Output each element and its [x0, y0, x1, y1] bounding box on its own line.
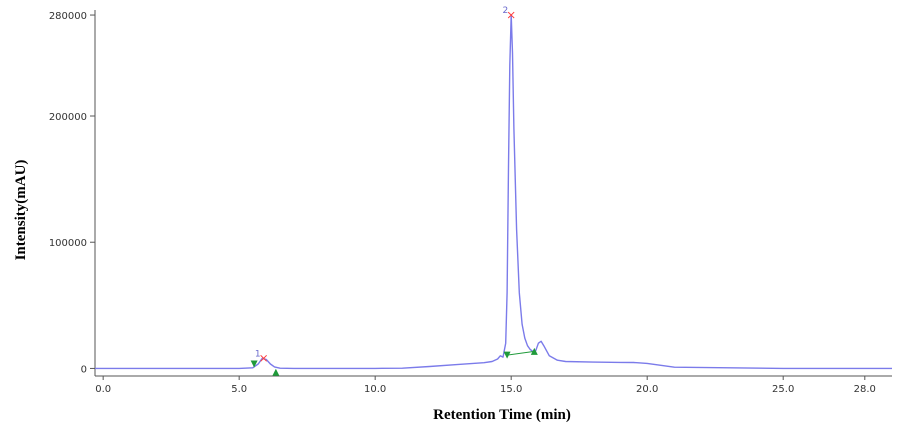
- peak-apex-mark: [507, 11, 515, 19]
- x-tick-label: 5.0: [231, 384, 247, 395]
- trace-layer: [95, 14, 892, 370]
- x-tick-label: 20.0: [636, 384, 658, 395]
- peak-start-marker: [503, 351, 511, 359]
- peak-end-marker: [272, 368, 280, 376]
- peak-baseline: [507, 350, 535, 356]
- x-axis-title: Retention Time (min): [433, 407, 571, 423]
- axes: 0.0 5.0 10.0 15.0 20.0 25.0 28.0 0 100000 200000 2…: [49, 10, 892, 395]
- peak-number-label: 2: [502, 6, 508, 16]
- y-tick-label: 280000: [49, 11, 87, 22]
- peak-start-marker: [250, 360, 258, 368]
- y-tick-label: 100000: [49, 238, 87, 249]
- peak-apex-mark: [260, 354, 268, 362]
- x-tick-label: 15.0: [500, 384, 522, 395]
- x-tick-label: 10.0: [364, 384, 386, 395]
- peak-end-marker: [530, 347, 538, 355]
- peak-number-label: 1: [255, 349, 261, 359]
- x-tick-label: 28.0: [854, 384, 876, 395]
- y-axis-title: Intensity(mAU): [13, 160, 29, 261]
- label-layer: 12: [255, 6, 515, 362]
- chromatogram-trace: [95, 14, 892, 370]
- x-tick-label: 0.0: [95, 384, 111, 395]
- marker-layer: [250, 347, 538, 376]
- y-tick-label: 0: [81, 364, 87, 375]
- y-tick-label: 200000: [49, 112, 87, 123]
- x-tick-label: 25.0: [772, 384, 794, 395]
